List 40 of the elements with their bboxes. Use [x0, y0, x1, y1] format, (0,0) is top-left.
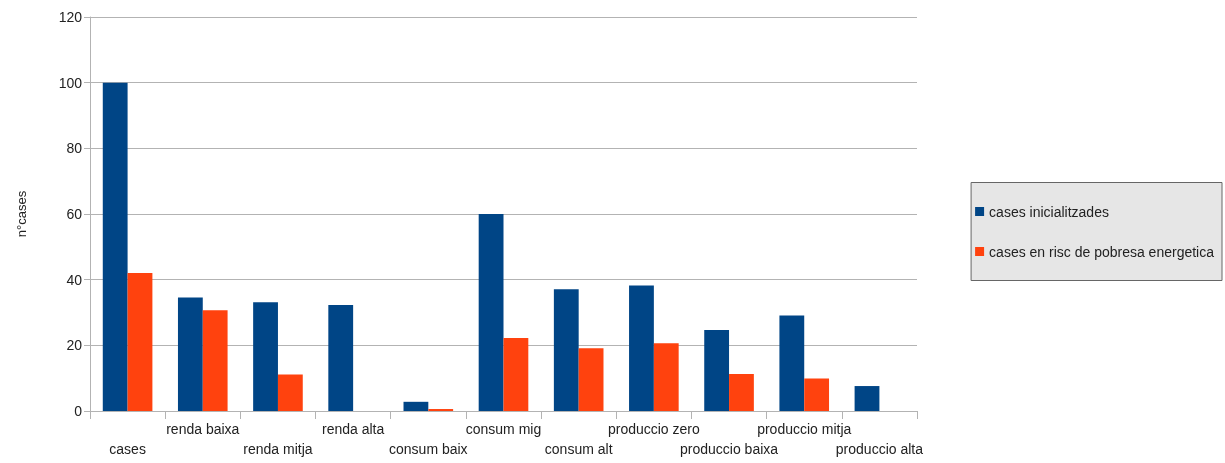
y-axis-title: n°cases — [14, 190, 29, 238]
bar — [854, 386, 880, 411]
x-tick-label: renda baixa — [166, 421, 240, 437]
y-tick-label: 60 — [66, 206, 83, 222]
legend-label: cases en risc de pobresa energetica — [989, 243, 1215, 260]
y-tick-label: 100 — [58, 74, 83, 91]
bar — [503, 338, 529, 411]
x-tick-label: cases — [109, 441, 146, 457]
bar — [779, 315, 805, 411]
y-tick-label: 120 — [58, 9, 83, 25]
y-tick-label: 80 — [66, 140, 83, 157]
bar — [804, 378, 830, 411]
x-tick-label: renda mitja — [243, 441, 313, 457]
bar — [277, 374, 303, 411]
bar — [127, 273, 153, 411]
bar — [653, 343, 679, 411]
bar — [729, 373, 754, 411]
y-tick-label: 0 — [74, 403, 83, 419]
x-tick-label: produccio zero — [607, 421, 700, 437]
bar — [328, 304, 354, 411]
y-tick-label: 20 — [66, 337, 83, 354]
bar — [177, 297, 203, 411]
x-tick-label: produccio baixa — [680, 441, 779, 457]
bar — [102, 82, 128, 411]
x-tick-label: renda alta — [322, 421, 385, 437]
legend-label: cases inicialitzades — [989, 203, 1109, 220]
bar — [478, 214, 504, 411]
bar — [253, 302, 278, 411]
bar — [578, 348, 604, 411]
x-tick-label: produccio mitja — [757, 421, 852, 437]
x-tick-label: consum baix — [389, 441, 468, 457]
bar — [202, 310, 228, 411]
bar — [403, 401, 429, 411]
x-tick-label: produccio alta — [835, 441, 924, 457]
y-tick-label: 40 — [66, 271, 83, 288]
x-tick-label: consum alt — [544, 441, 613, 457]
x-tick-label: consum mig — [465, 421, 542, 437]
bar — [629, 285, 654, 411]
bar — [553, 289, 579, 411]
bar — [704, 329, 730, 411]
